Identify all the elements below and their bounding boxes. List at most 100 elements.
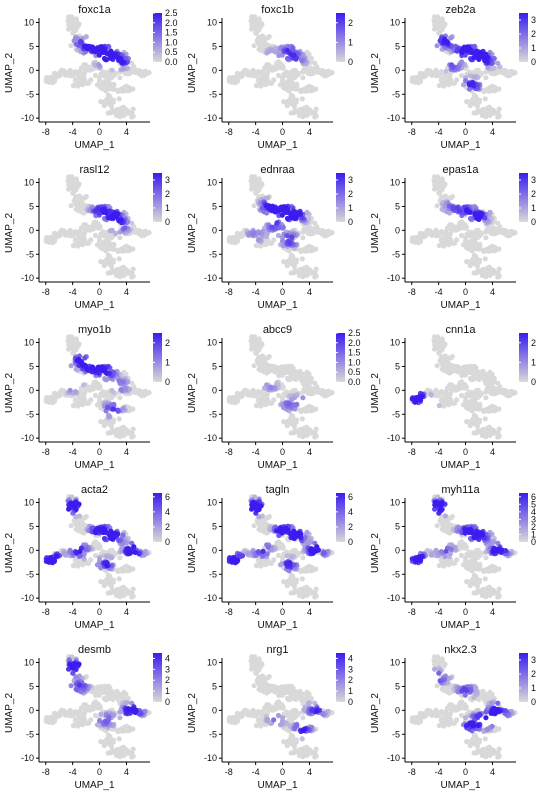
cell-point	[313, 273, 319, 279]
cell-point	[99, 364, 105, 370]
legend-tick-label: 0.0	[165, 57, 178, 67]
cell-point	[288, 110, 294, 116]
x-tick-label: 4	[490, 447, 495, 457]
cell-point	[288, 430, 294, 436]
cell-point	[436, 230, 442, 236]
legend-tick-label: 0	[348, 57, 353, 67]
y-tick-label: 10	[24, 18, 34, 28]
cell-point	[281, 419, 287, 425]
cell-point	[301, 269, 308, 275]
cell-point	[438, 180, 444, 186]
cell-point	[464, 259, 470, 265]
cell-point	[66, 186, 72, 192]
x-tick-label: -8	[225, 447, 233, 457]
y-tick-label: -5	[26, 409, 34, 419]
cell-point	[438, 340, 444, 346]
cell-point	[96, 241, 102, 247]
cell-point	[492, 109, 498, 115]
legend-tick-label: 0	[165, 377, 170, 387]
cell-point	[117, 75, 123, 81]
cell-point	[492, 269, 498, 275]
cell-point	[313, 113, 319, 119]
x-axis-label: UMAP_1	[74, 460, 114, 471]
cell-point	[70, 230, 76, 236]
y-tick-label: 5	[29, 41, 34, 51]
cell-point	[482, 256, 488, 262]
x-tick-label: 0	[463, 127, 468, 137]
legend-tick-label: 0	[531, 57, 536, 67]
cell-point	[82, 355, 88, 361]
cell-point	[66, 346, 72, 352]
y-tick-label: 10	[390, 338, 400, 348]
cell-point	[309, 109, 315, 115]
cell-point	[304, 405, 310, 412]
y-tick-label: 0	[395, 385, 400, 395]
cell-point	[445, 78, 451, 84]
cell-point	[103, 392, 109, 398]
x-tick-label: -8	[42, 447, 50, 457]
cell-point	[491, 86, 497, 92]
legend-tick-label: 0.5	[165, 47, 178, 57]
cell-point	[79, 238, 85, 244]
cell-point	[436, 70, 442, 76]
x-tick-label: 0	[280, 447, 285, 457]
x-tick-label: -4	[435, 447, 443, 457]
cell-point	[301, 429, 308, 435]
y-axis-label: UMAP_2	[370, 53, 381, 93]
y-axis-label: UMAP_2	[4, 373, 15, 413]
x-tick-label: 4	[307, 127, 312, 137]
y-tick-label: -5	[392, 409, 400, 419]
legend-tick-label: 0	[531, 217, 536, 227]
y-tick-label: 0	[212, 225, 217, 235]
cell-point	[146, 390, 152, 396]
cell-point	[432, 26, 438, 32]
cell-point	[126, 109, 132, 115]
cell-point	[279, 206, 285, 212]
cell-point	[289, 372, 296, 378]
cell-point	[297, 266, 303, 273]
cell-point	[462, 241, 468, 247]
cell-point	[295, 211, 301, 218]
cell-point	[289, 52, 296, 58]
cell-point	[136, 391, 142, 397]
cell-point	[105, 430, 111, 436]
x-tick-label: -8	[408, 447, 416, 457]
x-axis-label: UMAP_1	[440, 460, 480, 471]
cell-point	[237, 71, 243, 77]
x-tick-label: 4	[490, 287, 495, 297]
cell-point	[70, 70, 76, 76]
cell-point	[293, 419, 299, 425]
cell-point	[291, 208, 297, 214]
cell-point	[286, 401, 292, 407]
cell-point	[249, 186, 255, 192]
cell-point	[104, 50, 110, 57]
legend-tick-label: 1.0	[165, 37, 178, 47]
cell-point	[275, 72, 282, 79]
y-axis-label: UMAP_2	[4, 213, 15, 253]
panel-title: zeb2a	[446, 4, 477, 16]
cell-point	[110, 419, 116, 425]
cell-point	[73, 237, 79, 243]
cell-point	[469, 232, 475, 238]
y-tick-label: 10	[207, 178, 217, 188]
cell-point	[109, 388, 115, 394]
cell-points	[43, 334, 152, 440]
cell-point	[439, 242, 445, 248]
cell-point	[141, 392, 147, 398]
cell-point	[319, 231, 325, 237]
cell-point	[84, 43, 90, 49]
cell-point	[66, 177, 72, 183]
cell-point	[471, 110, 477, 116]
y-tick-label: 0	[212, 385, 217, 395]
cell-point	[59, 227, 65, 233]
cell-point	[116, 96, 122, 102]
x-tick-label: 4	[307, 287, 312, 297]
cell-point	[92, 72, 99, 79]
cell-point	[467, 209, 473, 215]
legend-tick-label: 2.0	[348, 338, 361, 348]
cell-point	[67, 387, 73, 393]
legend-tick-label: 2	[165, 338, 170, 348]
x-axis-label: UMAP_1	[257, 300, 297, 311]
